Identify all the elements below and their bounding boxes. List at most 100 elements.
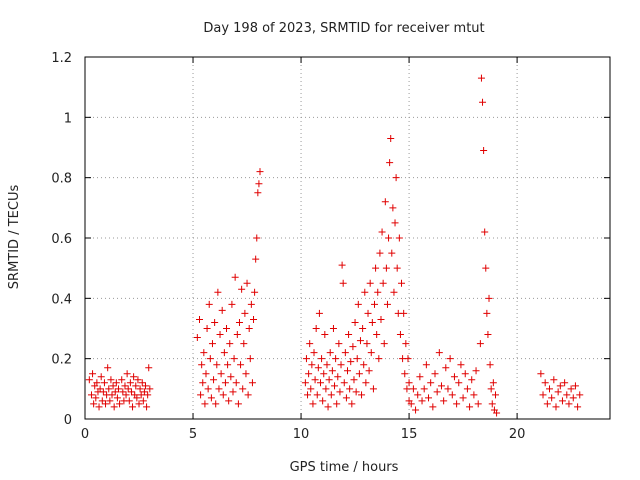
y-tick-label: 0.2 <box>51 353 72 368</box>
data-point <box>485 294 493 302</box>
data-point <box>105 385 113 393</box>
data-point <box>202 370 210 378</box>
data-point <box>470 391 478 399</box>
data-point <box>110 403 118 411</box>
data-point <box>140 388 148 396</box>
data-point <box>134 376 142 384</box>
data-point <box>241 309 249 317</box>
data-point <box>311 376 319 384</box>
data-point <box>416 373 424 381</box>
data-point <box>342 394 350 402</box>
data-point <box>491 391 499 399</box>
data-point <box>220 349 228 357</box>
data-point <box>226 340 234 348</box>
data-point <box>354 300 362 308</box>
data-point <box>247 300 255 308</box>
data-point <box>218 306 226 314</box>
data-point <box>109 382 117 390</box>
data-point <box>546 385 554 393</box>
data-point <box>409 385 417 393</box>
data-point <box>210 376 218 384</box>
data-point <box>85 376 93 384</box>
data-point <box>217 370 225 378</box>
data-point <box>324 403 332 411</box>
data-point <box>221 379 229 387</box>
data-point <box>125 397 133 405</box>
data-point <box>139 397 147 405</box>
x-axis-label: GPS time / hours <box>290 460 399 475</box>
data-point <box>233 331 241 339</box>
data-point <box>92 394 100 402</box>
data-point <box>252 255 260 263</box>
data-point <box>385 234 393 242</box>
data-point <box>246 355 254 363</box>
data-point <box>232 379 240 387</box>
data-point <box>418 397 426 405</box>
data-point <box>453 400 461 408</box>
data-point <box>206 355 214 363</box>
data-point <box>320 370 328 378</box>
data-point <box>466 403 474 411</box>
data-point <box>112 379 120 387</box>
data-point <box>425 394 433 402</box>
data-point <box>414 391 422 399</box>
data-point <box>366 279 374 287</box>
data-point <box>254 189 262 197</box>
data-point <box>481 228 489 236</box>
data-point <box>437 382 445 390</box>
data-point <box>126 379 134 387</box>
y-tick-label: 0.8 <box>51 172 72 187</box>
data-point <box>127 388 135 396</box>
data-point <box>316 379 324 387</box>
data-point <box>198 361 206 369</box>
data-point <box>381 198 389 206</box>
data-point <box>197 391 205 399</box>
data-point <box>404 355 412 363</box>
data-point <box>238 285 246 293</box>
data-point <box>360 361 368 369</box>
data-point <box>493 409 501 417</box>
data-point <box>379 279 387 287</box>
data-point <box>95 403 103 411</box>
data-point <box>351 318 359 326</box>
data-point <box>355 370 363 378</box>
data-point <box>307 385 315 393</box>
data-point <box>339 279 347 287</box>
data-point <box>461 370 469 378</box>
data-point <box>429 403 437 411</box>
data-point <box>93 379 101 387</box>
data-point <box>561 379 569 387</box>
data-point <box>367 349 375 357</box>
data-point <box>347 358 355 366</box>
data-point <box>312 325 320 332</box>
data-point <box>244 391 252 399</box>
data-point <box>332 355 340 363</box>
data-point <box>398 279 406 287</box>
data-point <box>543 400 551 408</box>
data-point <box>356 337 364 345</box>
data-point <box>201 400 209 408</box>
data-point <box>203 325 211 332</box>
data-point <box>389 204 397 212</box>
data-point <box>457 361 465 369</box>
data-point <box>228 300 236 308</box>
data-point <box>212 400 220 408</box>
x-tick-label: 15 <box>401 427 418 442</box>
data-point <box>305 370 313 378</box>
y-tick-label: 0.6 <box>51 232 72 247</box>
data-point <box>472 367 480 375</box>
data-point <box>483 309 491 317</box>
data-point <box>255 180 263 188</box>
data-point <box>378 228 386 236</box>
data-point <box>539 391 547 399</box>
data-point <box>328 367 336 375</box>
data-point <box>480 147 488 155</box>
data-point <box>401 370 409 378</box>
data-point <box>486 361 494 369</box>
data-point <box>567 385 575 393</box>
data-point <box>211 318 219 326</box>
data-point <box>488 400 496 408</box>
data-point <box>251 288 259 296</box>
data-point <box>214 288 222 296</box>
data-point <box>309 400 317 408</box>
